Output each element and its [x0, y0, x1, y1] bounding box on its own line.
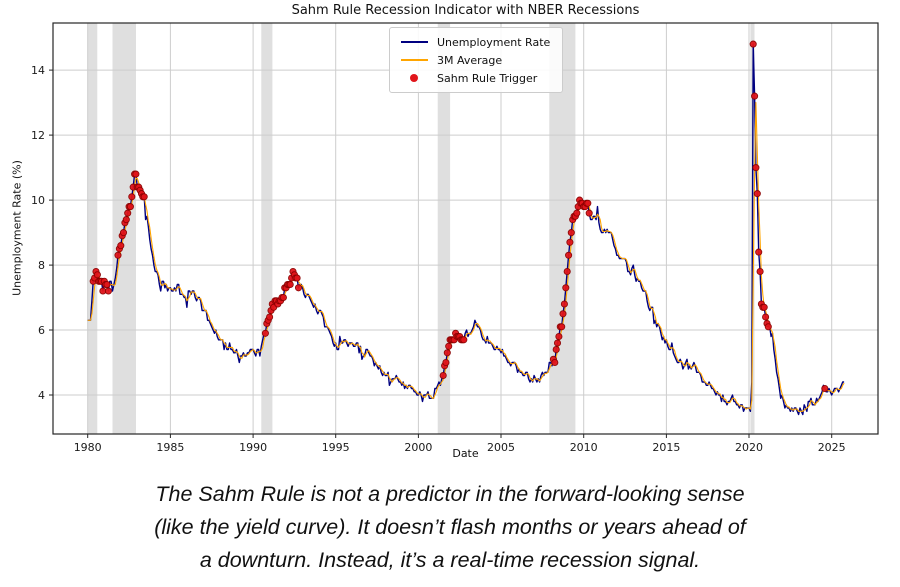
sahm-trigger-dot	[585, 209, 593, 217]
y-tick-label: 4	[38, 389, 45, 402]
sahm-trigger-dot	[551, 358, 559, 367]
nber-recession-band	[87, 23, 98, 434]
unemployment-rate-line	[87, 43, 845, 416]
x-tick-label: 2010	[570, 441, 598, 454]
sahm-trigger-dot	[565, 251, 573, 259]
sahm-trigger-dot	[279, 293, 287, 302]
sahm-trigger-dot	[563, 267, 571, 276]
caption-line-2: (like the yield curve). It doesn’t flash…	[154, 515, 746, 539]
sahm-trigger-dot	[103, 280, 111, 289]
sahm-trigger-dot	[566, 238, 574, 246]
x-tick-label: 2000	[404, 441, 432, 454]
sahm-trigger-dot-swatch-icon	[410, 74, 418, 82]
plot-frame	[52, 22, 879, 435]
sahm-trigger-dot	[558, 323, 566, 331]
x-tick-label: 1995	[322, 441, 350, 454]
y-tick-label: 6	[38, 324, 45, 337]
x-axis-label: Date	[452, 447, 479, 460]
y-tick-label: 14	[31, 64, 45, 77]
legend-item-3m-average: 3M Average	[399, 51, 550, 69]
sahm-trigger-dot	[124, 209, 132, 217]
sahm-trigger-dot	[755, 248, 763, 256]
x-tick-label: 1980	[74, 441, 102, 454]
legend-item-sahm-trigger: Sahm Rule Trigger	[399, 69, 550, 87]
sahm-trigger-dot	[93, 271, 101, 279]
sahm-trigger-dot	[266, 313, 274, 321]
sahm-trigger-dot	[567, 229, 575, 237]
sahm-trigger-dot	[460, 336, 468, 344]
3m-average-line	[87, 102, 845, 412]
sahm-trigger-dot	[439, 371, 447, 380]
sahm-trigger-dot	[764, 323, 772, 331]
sahm-trigger-dot	[760, 303, 768, 311]
sahm-trigger-dot	[117, 242, 125, 250]
legend-label: Unemployment Rate	[437, 35, 551, 49]
3m-average-line-swatch-icon	[400, 58, 428, 62]
sahm-trigger-dot	[442, 358, 450, 367]
chart-legend: Unemployment Rate 3M Average Sahm Rule T…	[389, 27, 564, 93]
sahm-trigger-dot	[119, 229, 128, 237]
x-tick-label: 1990	[239, 441, 267, 454]
sahm-trigger-dot	[132, 170, 140, 178]
sahm-trigger-dot	[293, 274, 301, 282]
sahm-trigger-dot	[122, 216, 130, 224]
sahm-trigger-dot	[751, 92, 759, 100]
sahm-trigger-dot	[762, 313, 770, 321]
y-axis-label: Unemployment Rate (%)	[10, 160, 24, 296]
sahm-trigger-dot	[443, 349, 451, 357]
sahm-trigger-dot	[140, 193, 148, 201]
sahm-trigger-dot	[821, 384, 829, 393]
sahm-trigger-dot	[104, 287, 112, 295]
y-tick-label: 8	[38, 259, 45, 272]
sahm-trigger-dot	[555, 332, 563, 341]
unemployment-line-swatch-icon	[400, 40, 428, 44]
nber-recession-band	[261, 23, 273, 434]
x-tick-label: 1985	[156, 441, 184, 454]
caption: The Sahm Rule is not a predictor in the …	[0, 478, 900, 577]
legend-label: 3M Average	[437, 53, 503, 67]
sahm-trigger-dot	[560, 300, 568, 308]
sahm-trigger-dot	[552, 345, 560, 354]
sahm-trigger-dot	[559, 310, 567, 318]
legend-item-unemployment-rate: Unemployment Rate	[399, 33, 550, 51]
caption-line-3: a downturn. Instead, it’s a real-time re…	[199, 548, 701, 572]
y-tick-label: 12	[31, 129, 45, 142]
sahm-trigger-dot	[752, 164, 760, 172]
sahm-trigger-dot	[562, 284, 570, 292]
y-tick-label: 10	[31, 194, 45, 207]
sahm-trigger-dot	[126, 203, 134, 211]
caption-line-1: The Sahm Rule is not a predictor in the …	[155, 482, 745, 506]
x-tick-label: 2020	[735, 441, 763, 454]
sahm-trigger-dot	[584, 199, 592, 207]
sahm-rule-figure: 1980 1985 1990 1995 2000 2005 2010 2015 2020 2025…	[10, 3, 879, 460]
sahm-trigger-dot	[573, 209, 581, 217]
sahm-trigger-dot	[114, 251, 122, 259]
sahm-trigger-dot	[553, 339, 562, 347]
chart-title: Sahm Rule Recession Indicator with NBER …	[291, 3, 640, 18]
sahm-trigger-dot	[128, 193, 136, 201]
sahm-trigger-dot	[261, 329, 269, 337]
nber-recession-band	[437, 23, 451, 434]
legend-label: Sahm Rule Trigger	[437, 71, 538, 85]
sahm-trigger-dot	[294, 284, 303, 292]
sahm-trigger-dot	[753, 190, 761, 198]
x-tick-label: 2015	[652, 441, 680, 454]
sahm-trigger-dot	[749, 40, 757, 48]
sahm-trigger-dot	[445, 342, 453, 350]
x-tick-label: 2005	[487, 441, 515, 454]
sahm-trigger-dot	[286, 280, 294, 289]
x-tick-label: 2025	[818, 441, 846, 454]
sahm-trigger-dot	[756, 267, 764, 276]
